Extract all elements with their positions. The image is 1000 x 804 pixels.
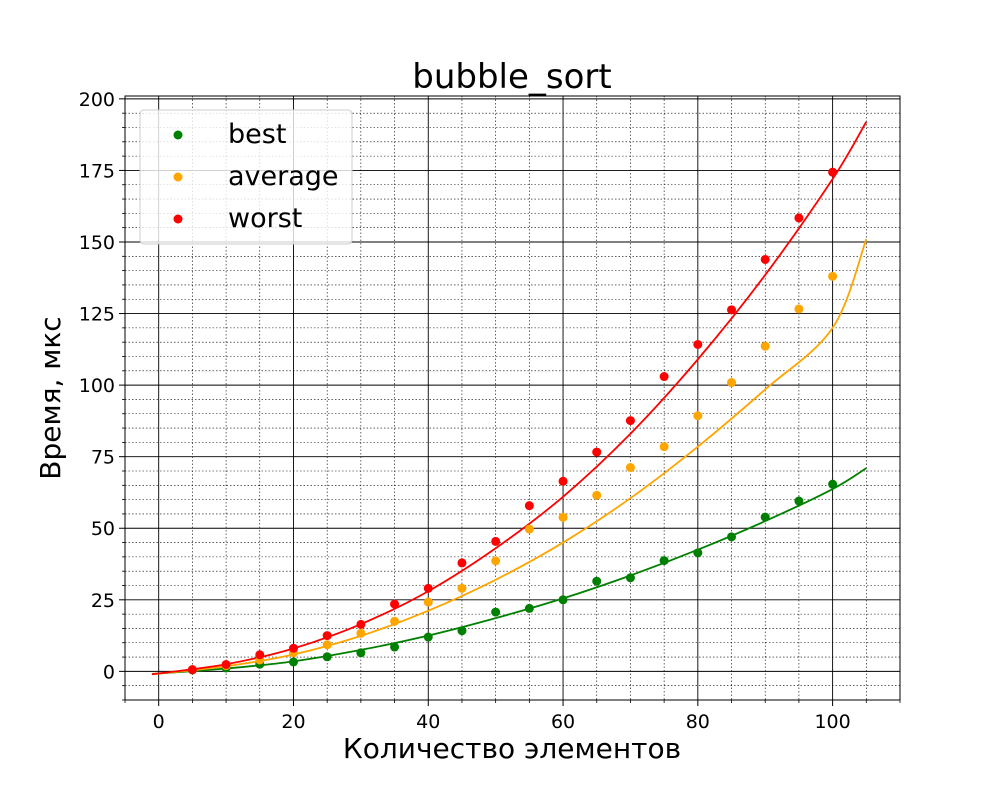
point-worst xyxy=(390,599,400,609)
point-average xyxy=(727,378,737,388)
point-best xyxy=(423,632,433,642)
point-best xyxy=(592,576,602,586)
point-best xyxy=(693,548,703,558)
y-tick-label: 100 xyxy=(79,375,115,397)
x-tick-label: 80 xyxy=(686,711,710,733)
point-average xyxy=(592,490,602,500)
point-average xyxy=(693,411,703,421)
point-worst xyxy=(558,476,568,486)
point-best xyxy=(760,512,770,522)
point-worst xyxy=(760,254,770,264)
point-best xyxy=(457,626,467,636)
point-average xyxy=(625,463,635,473)
point-best xyxy=(491,607,501,617)
legend-marker-worst xyxy=(173,214,183,224)
point-worst xyxy=(524,501,534,511)
point-best xyxy=(524,603,534,613)
point-worst xyxy=(625,416,635,426)
point-average xyxy=(322,640,332,650)
plot-frame xyxy=(124,95,901,701)
point-average xyxy=(457,583,467,593)
point-best xyxy=(727,532,737,542)
point-worst xyxy=(592,447,602,457)
point-worst xyxy=(794,213,804,223)
y-tick-label: 125 xyxy=(79,304,115,326)
point-average xyxy=(390,616,400,626)
legend: best average worst xyxy=(139,109,353,245)
legend-marker-average xyxy=(173,172,183,182)
y-tick-label: 75 xyxy=(91,447,115,469)
point-worst xyxy=(187,665,197,675)
x-tick-label: 60 xyxy=(551,711,575,733)
y-tick-label: 175 xyxy=(79,160,115,182)
point-worst xyxy=(659,372,669,382)
grid-layer xyxy=(124,96,901,701)
point-average xyxy=(524,524,534,534)
point-average xyxy=(356,628,366,638)
legend-box xyxy=(139,109,353,245)
point-average xyxy=(558,512,568,522)
legend-label-average: average xyxy=(228,161,339,192)
point-average xyxy=(794,304,804,314)
point-worst xyxy=(255,650,265,660)
data-points xyxy=(187,167,838,675)
point-best xyxy=(828,479,838,489)
chart-title: bubble_sort xyxy=(412,57,611,97)
y-tick-label: 25 xyxy=(91,590,115,612)
point-worst xyxy=(322,631,332,641)
axis-ticks: 0 20 40 60 80 100 0 25 50 75 100 125 150 175 200 xyxy=(79,89,901,733)
legend-label-best: best xyxy=(228,119,286,150)
point-best xyxy=(659,556,669,566)
point-worst xyxy=(288,643,298,653)
legend-label-worst: worst xyxy=(228,203,302,234)
x-axis-label: Количество элементов xyxy=(343,732,681,765)
point-average xyxy=(760,341,770,351)
point-best xyxy=(288,657,298,667)
point-best xyxy=(356,648,366,658)
y-tick-label: 150 xyxy=(79,232,115,254)
point-best xyxy=(625,573,635,583)
point-worst xyxy=(457,558,467,568)
point-best xyxy=(390,642,400,652)
point-average xyxy=(659,442,669,452)
point-average xyxy=(423,597,433,607)
point-best xyxy=(558,595,568,605)
x-tick-label: 20 xyxy=(281,711,305,733)
point-worst xyxy=(828,167,838,177)
x-tick-label: 100 xyxy=(814,711,850,733)
y-tick-label: 200 xyxy=(79,89,115,111)
legend-marker-best xyxy=(173,130,183,140)
point-worst xyxy=(693,339,703,349)
point-average xyxy=(828,271,838,281)
x-tick-label: 0 xyxy=(153,711,165,733)
point-worst xyxy=(423,583,433,593)
point-average xyxy=(491,556,501,566)
point-worst xyxy=(727,305,737,315)
y-tick-label: 50 xyxy=(91,518,115,540)
y-axis-label: Время, мкс xyxy=(34,316,67,479)
point-worst xyxy=(221,660,231,670)
point-best xyxy=(794,496,804,506)
point-best xyxy=(322,652,332,662)
x-tick-label: 40 xyxy=(416,711,440,733)
point-worst xyxy=(356,619,366,629)
point-worst xyxy=(491,536,501,546)
y-tick-label: 0 xyxy=(103,661,115,683)
